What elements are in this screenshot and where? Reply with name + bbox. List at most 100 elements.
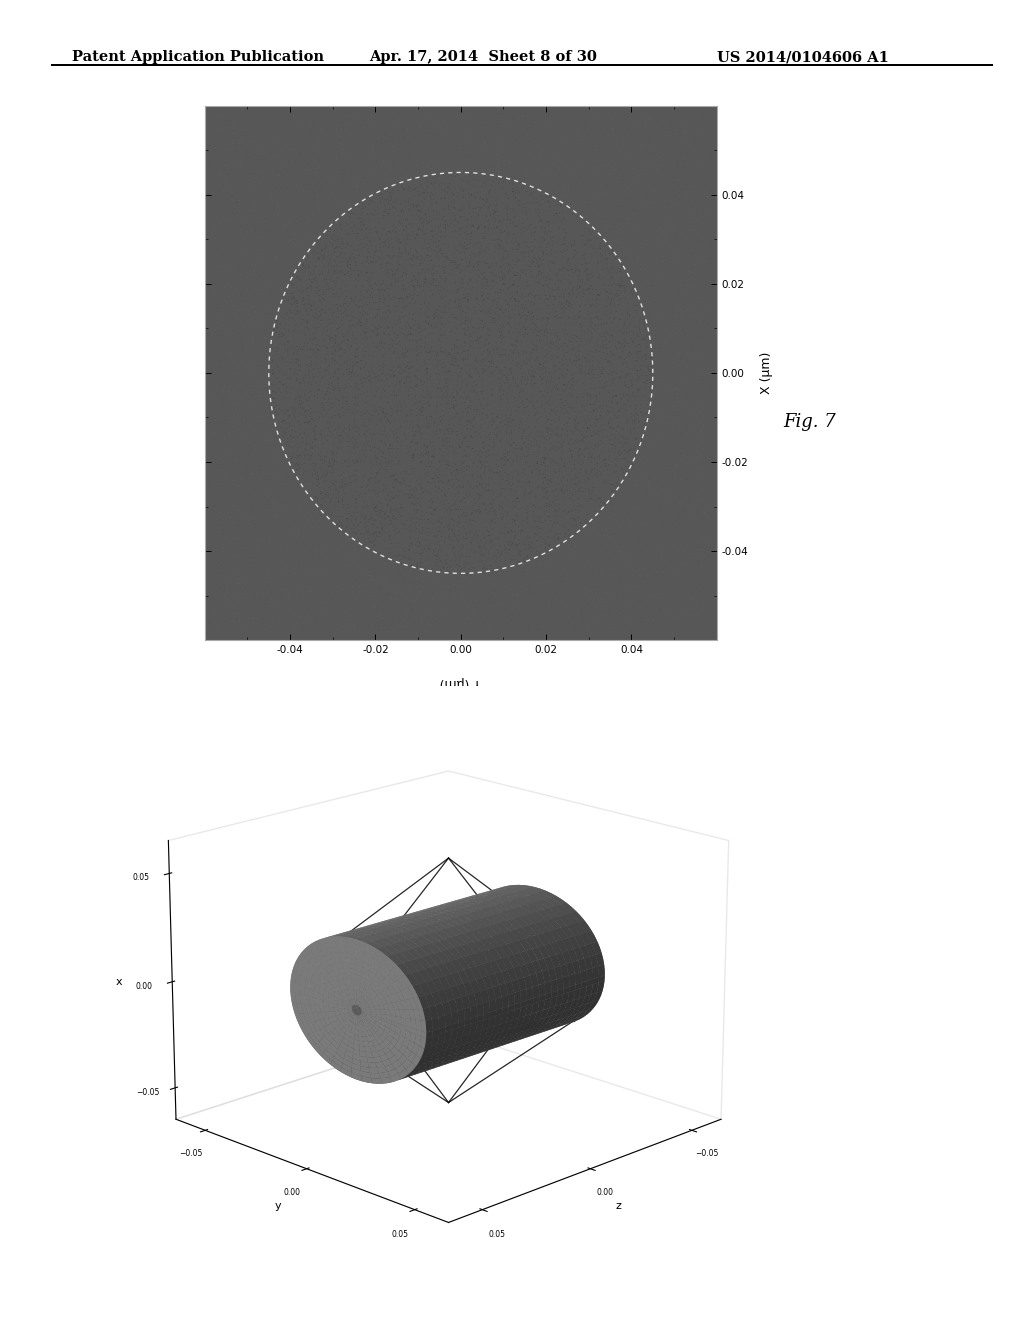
Point [368, 590, 384, 611]
Point [265, 136, 282, 157]
Point [455, 269, 471, 290]
Point [662, 603, 678, 624]
Point [685, 442, 701, 463]
Point [670, 366, 686, 387]
Point [206, 420, 222, 441]
Point [666, 227, 682, 248]
Point [388, 484, 404, 506]
Point [609, 145, 626, 166]
Point [299, 389, 315, 411]
Point [677, 451, 693, 473]
Point [593, 529, 609, 550]
Point [411, 317, 427, 338]
Point [252, 253, 268, 275]
Point [555, 209, 571, 230]
Point [214, 120, 230, 141]
Point [541, 447, 557, 469]
Point [372, 454, 388, 475]
Point [358, 160, 375, 181]
Point [509, 108, 525, 129]
Point [570, 599, 587, 620]
Point [592, 281, 608, 302]
Point [658, 507, 675, 528]
Point [250, 405, 266, 426]
Point [325, 164, 341, 185]
Point [229, 305, 246, 326]
Point [699, 513, 716, 535]
Point [461, 364, 477, 385]
Point [354, 591, 371, 612]
Point [253, 144, 269, 165]
Point [310, 191, 327, 213]
Point [495, 128, 511, 149]
Point [462, 397, 478, 418]
Point [645, 144, 662, 165]
Point [409, 330, 425, 351]
Point [342, 362, 358, 383]
Point [550, 597, 566, 618]
Point [222, 539, 239, 560]
Point [566, 306, 583, 327]
Point [419, 417, 435, 438]
Point [365, 308, 381, 329]
Point [529, 263, 546, 284]
Point [584, 424, 600, 445]
Point [304, 436, 321, 457]
Point [261, 189, 278, 210]
Point [592, 404, 608, 425]
Point [341, 136, 357, 157]
Point [555, 403, 571, 424]
Point [402, 546, 419, 568]
Point [542, 581, 558, 602]
Point [372, 160, 388, 181]
Point [418, 148, 434, 169]
Point [299, 181, 315, 202]
Point [241, 326, 257, 347]
Point [479, 120, 496, 141]
Point [593, 191, 609, 213]
Point [651, 141, 668, 162]
Point [472, 484, 488, 506]
Point [455, 453, 471, 474]
Point [312, 239, 329, 260]
Point [280, 213, 296, 234]
Point [629, 294, 645, 315]
Point [327, 524, 343, 545]
Point [596, 471, 612, 492]
Point [418, 441, 434, 462]
Point [503, 420, 519, 441]
Point [225, 352, 242, 374]
Point [670, 388, 686, 409]
Point [447, 548, 464, 569]
Point [655, 281, 672, 302]
Point [348, 459, 365, 480]
Point [500, 473, 516, 494]
Point [659, 381, 676, 403]
Point [234, 108, 251, 129]
Point [586, 107, 602, 128]
Point [246, 475, 262, 496]
Point [221, 220, 238, 242]
Point [260, 345, 276, 366]
Point [249, 589, 265, 610]
Point [698, 165, 715, 186]
Point [620, 363, 636, 384]
Point [221, 383, 238, 404]
Point [493, 359, 509, 380]
Point [240, 510, 256, 531]
Point [262, 412, 279, 433]
Point [504, 239, 520, 260]
Point [210, 234, 226, 255]
Point [585, 574, 601, 595]
Point [676, 312, 692, 333]
Point [430, 304, 446, 325]
Point [634, 145, 650, 166]
Point [343, 309, 359, 330]
Point [509, 400, 525, 421]
Point [379, 296, 395, 317]
Point [271, 157, 288, 178]
Point [314, 447, 331, 469]
Point [352, 475, 369, 496]
Point [389, 502, 406, 523]
Point [431, 418, 447, 440]
